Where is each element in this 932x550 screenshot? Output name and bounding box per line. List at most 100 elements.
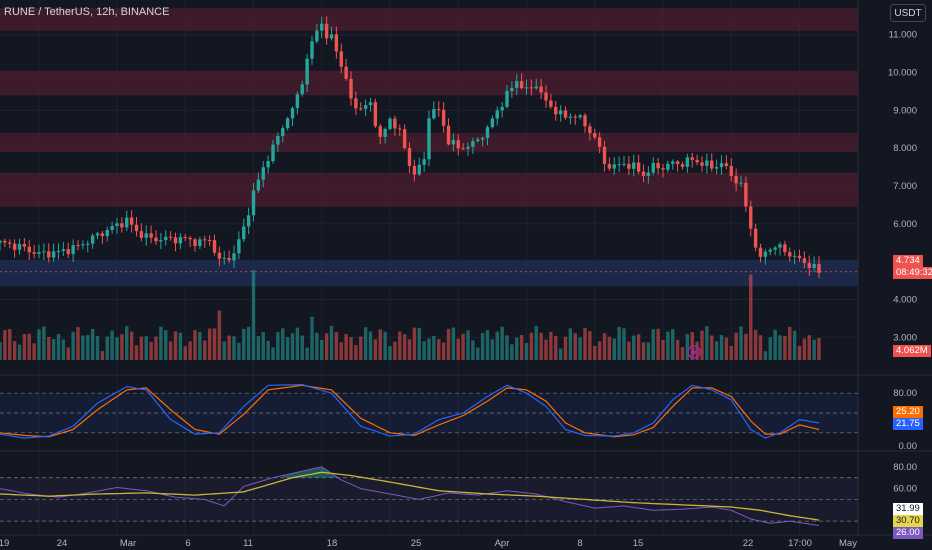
volume-bar (349, 337, 353, 360)
volume-bar (76, 327, 80, 360)
volume-bar (734, 332, 738, 360)
bolt-glyph-icon (691, 347, 697, 358)
candle (86, 243, 90, 245)
volume-bar (363, 327, 368, 360)
candle (695, 159, 699, 163)
volume-bar (554, 336, 558, 360)
volume-bar (807, 335, 811, 360)
volume-bar (276, 332, 280, 360)
candle (466, 146, 470, 149)
volume-bar (105, 336, 109, 360)
volume-bar (86, 335, 90, 360)
volume-bar (797, 345, 802, 360)
candle (359, 108, 363, 110)
candle (349, 78, 353, 99)
candle (305, 58, 309, 85)
candle (251, 190, 256, 216)
resistance-zone (0, 70, 858, 96)
rsi-axis-label: 80.00 (893, 462, 917, 473)
candle (183, 237, 187, 239)
candle (602, 146, 607, 165)
candle (66, 249, 70, 255)
candle (217, 252, 222, 259)
alert-bolt-icon (687, 345, 701, 359)
candle (437, 109, 441, 111)
currency-button[interactable]: USDT (890, 4, 926, 22)
volume-bar (666, 331, 670, 360)
volume-bar (680, 347, 685, 360)
candle (495, 110, 499, 119)
candle (407, 148, 412, 167)
candle (461, 148, 465, 150)
candle (719, 163, 724, 168)
candle (558, 110, 563, 115)
candle (758, 247, 763, 257)
candle (505, 91, 509, 107)
stoch-k-line (0, 383, 820, 439)
candle (539, 86, 543, 93)
candle (339, 51, 343, 67)
candle (242, 226, 246, 240)
volume-bar (320, 339, 324, 360)
volume-bar (129, 331, 134, 360)
candle (95, 233, 100, 236)
candle (383, 128, 387, 137)
volume-bar (710, 335, 714, 360)
volume-bar (597, 341, 602, 360)
candle (480, 137, 485, 140)
rsi-ma-line (0, 471, 820, 521)
volume-bar (178, 332, 183, 360)
candle (476, 139, 480, 142)
volume-bar (441, 342, 446, 360)
volume-bar (373, 339, 378, 360)
price-axis-label: 11.000 (889, 30, 917, 41)
volume-bar (27, 333, 31, 360)
volume-bar (271, 347, 275, 360)
candle (17, 243, 22, 250)
volume-bar (529, 332, 534, 360)
volume-bar (251, 270, 256, 360)
candle (432, 109, 436, 119)
candle (398, 128, 402, 130)
volume-bar (563, 336, 568, 360)
volume-bar (583, 327, 587, 360)
candle (0, 240, 2, 243)
volume-bar (329, 325, 334, 360)
stoch-k-tag: 21.75 (893, 418, 923, 430)
volume-bar (51, 338, 56, 360)
candle (661, 168, 665, 170)
volume-bar (417, 328, 421, 360)
candle (300, 84, 304, 95)
volume-bar (515, 337, 519, 360)
volume-bar (758, 335, 763, 360)
candle (368, 102, 373, 106)
volume-bar (120, 334, 124, 360)
volume-bar (198, 331, 202, 360)
volume-bar (212, 328, 217, 360)
candle (207, 239, 212, 241)
volume-bar (461, 333, 465, 360)
stoch-axis-label: 0.00 (899, 441, 918, 452)
volume-bar (719, 335, 724, 360)
volume-tag: 4.062M (893, 345, 931, 357)
volume-bar (519, 335, 524, 360)
candle (792, 255, 797, 257)
volume-bar (222, 341, 226, 360)
volume-bar (422, 341, 426, 360)
volume-bar (17, 344, 22, 360)
candle (588, 126, 592, 134)
candle (188, 237, 192, 240)
candle (636, 162, 641, 172)
candle (441, 109, 446, 126)
candle (797, 255, 802, 259)
candle (710, 160, 714, 169)
candle (115, 223, 119, 227)
volume-bar (383, 331, 387, 360)
time-axis-label: 22 (743, 538, 754, 549)
volume-bar (144, 336, 148, 360)
candle (42, 251, 46, 253)
volume-bar (778, 335, 782, 360)
volume-bar (339, 342, 343, 360)
volume-bar (480, 332, 485, 360)
